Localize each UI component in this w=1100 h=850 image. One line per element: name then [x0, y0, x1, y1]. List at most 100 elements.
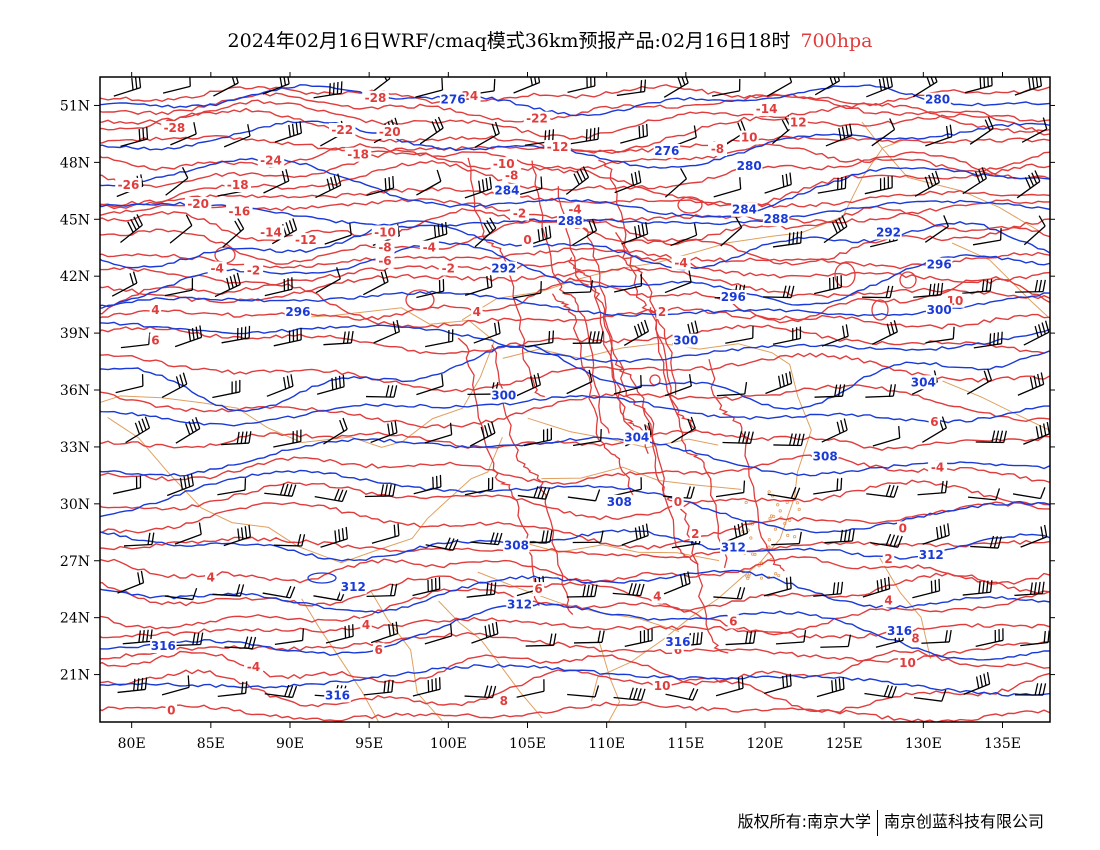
wind-barb — [370, 621, 399, 644]
wind-barbs — [111, 77, 1050, 702]
wind-barb — [366, 385, 398, 398]
contour-label-bg — [544, 140, 571, 155]
contour-label-bg — [653, 143, 681, 158]
wind-barb — [316, 374, 345, 395]
wind-barb — [1023, 421, 1050, 445]
wind-barb — [771, 531, 802, 546]
wind-barb — [966, 368, 993, 395]
contour-label-bg — [506, 597, 533, 612]
height-contour-label: 312 — [919, 548, 944, 562]
contour-label-bg — [244, 659, 264, 674]
wind-barb — [416, 279, 445, 299]
wind-barb — [764, 172, 792, 194]
temperature-contour — [100, 701, 1050, 722]
temperature-contour-label: 4 — [653, 590, 661, 604]
wind-barb — [214, 272, 241, 298]
height-contour-label: 284 — [494, 184, 519, 198]
y-tick-label: 30N — [60, 497, 90, 513]
contour-label-bg — [184, 197, 212, 211]
height-contour-label: 300 — [491, 389, 516, 403]
height-contour-label: 316 — [887, 624, 912, 638]
wind-barb — [315, 267, 341, 294]
contour-label-bg — [762, 212, 790, 227]
wind-barb — [262, 585, 296, 599]
temperature-contour — [100, 501, 1050, 550]
island-outline — [786, 533, 790, 538]
height-contour — [100, 569, 1050, 614]
island-outline — [774, 572, 778, 576]
map-frame — [99, 76, 1051, 723]
wind-barb — [972, 228, 1002, 246]
island-outline — [767, 538, 771, 542]
temperature-contour-label: -14 — [260, 225, 282, 239]
company-text: 南京创蓝科技有限公司 — [883, 812, 1044, 831]
wind-barb — [725, 326, 754, 344]
wind-barb — [613, 477, 642, 497]
temperature-contour — [100, 429, 1050, 451]
wind-barb — [613, 687, 646, 701]
contour-label-bg — [532, 582, 545, 597]
wind-barb — [222, 218, 245, 248]
contour-label-bg — [503, 538, 530, 553]
contour-label-bg — [165, 703, 177, 718]
boundary-line — [597, 637, 621, 722]
contour-label-bg — [875, 225, 902, 240]
temperature-contour-label: -14 — [756, 102, 778, 116]
wind-barb — [663, 571, 691, 595]
wind-barb — [864, 684, 897, 699]
contour-label-bg — [623, 430, 650, 445]
wind-barb — [912, 578, 941, 599]
y-tick-label: 39N — [60, 326, 90, 342]
wind-barb — [821, 418, 848, 443]
height-contour-label: 292 — [876, 225, 901, 239]
height-contour-label: 316 — [151, 639, 176, 653]
wind-barb — [924, 215, 949, 243]
contour-label-bg — [372, 642, 385, 657]
temperature-contour-label: 6 — [674, 643, 682, 657]
contour-label-bg — [925, 257, 953, 272]
contour-label-bg — [731, 202, 758, 217]
wind-barb — [816, 677, 845, 698]
wind-barb — [123, 532, 155, 547]
y-tick-label: 51N — [60, 98, 90, 114]
contour-label-bg — [510, 206, 530, 221]
boundary-line — [879, 557, 931, 660]
temperature-contour-label: 6 — [729, 614, 737, 628]
temperature-contour — [100, 84, 1050, 106]
island-outline — [793, 535, 797, 539]
temperature-contour-label: -26 — [118, 178, 140, 192]
height-contour-label: 300 — [927, 303, 952, 317]
wind-barb — [473, 321, 501, 344]
temperature-loop — [677, 196, 703, 214]
wind-barb — [820, 634, 852, 648]
wind-barb — [614, 170, 642, 194]
wind-barb — [817, 176, 847, 194]
wind-barb — [364, 484, 396, 498]
contour-label-bg — [471, 305, 483, 320]
contour-label-bg — [672, 642, 684, 657]
wind-barb — [416, 374, 444, 396]
temperature-loop — [405, 289, 435, 311]
height-contour — [100, 469, 1050, 534]
temperature-contour — [100, 324, 1050, 355]
contour-label-bg — [493, 183, 521, 198]
wind-barb — [516, 679, 545, 698]
wind-barb — [1014, 683, 1047, 696]
wind-barb — [865, 384, 896, 398]
x-tick-label: 135E — [984, 736, 1021, 752]
wind-barb — [117, 677, 148, 694]
wind-barb — [464, 274, 493, 296]
wind-barb — [415, 77, 444, 98]
temperature-contour-label: -8 — [505, 169, 518, 183]
island-outline — [749, 536, 753, 540]
contour-label-bg — [150, 639, 177, 654]
wind-barb — [125, 416, 151, 444]
height-contour-label: 292 — [491, 262, 516, 276]
height-contour — [100, 528, 1050, 562]
height-contour-label: 288 — [558, 214, 583, 228]
contour-label-bg — [689, 527, 702, 542]
wind-barb — [212, 584, 245, 597]
temperature-contour-label: 8 — [911, 631, 919, 645]
wind-barb — [613, 273, 643, 293]
